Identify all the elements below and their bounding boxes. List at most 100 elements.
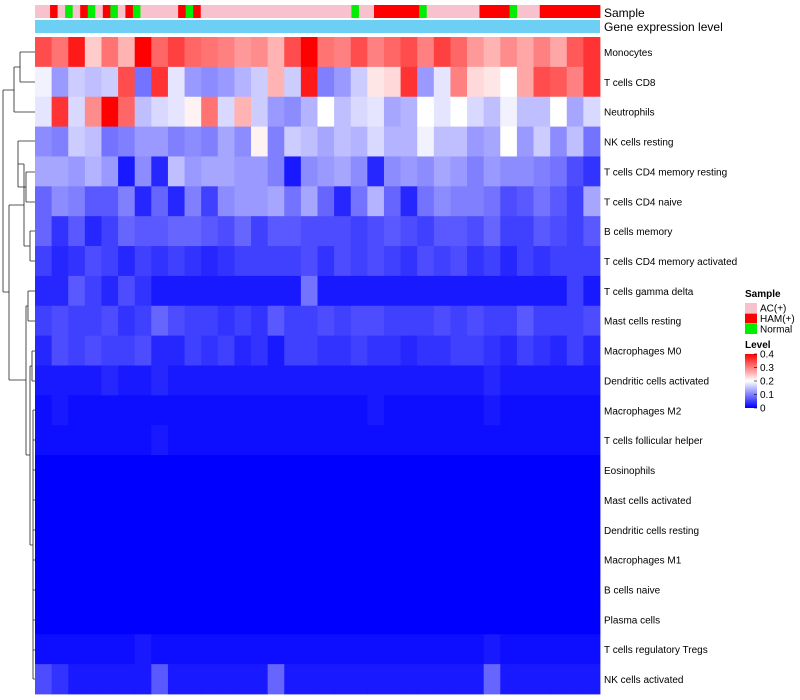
heatmap-cell [566,544,584,575]
sample-cell [72,5,81,18]
heatmap-cell [217,634,235,665]
heatmap-cell [35,574,53,605]
heatmap-cell [516,66,534,98]
row-label: Eosinophils [604,466,655,477]
heatmap-cell [251,186,269,217]
heatmap-cell [201,216,219,247]
heatmap-cell [234,425,252,456]
heatmap-cell [151,484,169,516]
heatmap-cell [284,186,302,217]
sample-cell [95,5,104,18]
heatmap-cell [566,96,584,127]
heatmap-cell [383,604,401,635]
sample-cell [577,5,586,18]
heatmap-cell [167,37,185,68]
heatmap-cell [533,455,551,486]
heatmap-cell [284,216,302,247]
heatmap-cell [334,395,352,426]
heatmap-cell [334,604,352,635]
heatmap-cell [367,484,385,516]
sample-cell [456,5,465,18]
heatmap-cell [51,66,69,98]
heatmap-cell [350,425,368,456]
heatmap-cell [400,604,418,635]
sample-cell [148,5,156,18]
heatmap-cell [284,484,302,516]
row-label: Mast cells activated [604,496,691,507]
heatmap-cell [334,544,352,575]
heatmap-cell [167,514,185,546]
heatmap-cell [500,126,518,157]
heatmap-cell [134,305,152,337]
row-label: B cells memory [604,227,672,238]
heatmap-cell [334,126,352,157]
heatmap-cell [383,514,401,546]
heatmap-cell [400,37,418,68]
heatmap-cell [217,395,235,426]
heatmap-cell [151,216,169,247]
heatmap-cell [84,634,102,665]
heatmap-cell [516,604,534,635]
sample-cell [441,5,450,18]
heatmap-cell [350,514,368,546]
heatmap-cell [433,66,451,98]
sample-cell [261,5,269,18]
heatmap-cell [251,574,269,605]
heatmap-cell [284,96,302,127]
sample-cell [35,5,43,18]
heatmap-cell [184,156,202,187]
heatmap-cell [68,455,86,486]
heatmap-cell [334,246,352,277]
heatmap-cell [516,335,534,366]
heatmap-cell [284,335,302,366]
heatmap-cell [51,37,69,68]
heatmap-cell [101,484,119,516]
heatmap-cell [367,275,385,307]
heatmap-cell [101,96,119,127]
heatmap-cell [350,275,368,307]
heatmap-cell [101,664,119,695]
heatmap-cell [51,514,69,546]
heatmap-cell [151,126,169,157]
heatmap-cell [566,126,584,157]
heatmap-cell [350,66,368,98]
row-label: Dendritic cells activated [604,376,709,387]
heatmap-cell [383,66,401,98]
row-label: Dendritic cells resting [604,526,699,537]
heatmap-cell [101,425,119,456]
heatmap-cell [583,126,601,157]
sample-cell [381,5,390,18]
heatmap-cell [84,514,102,546]
heatmap-cell [367,126,385,157]
heatmap-cell [350,305,368,337]
heatmap-cell [433,395,451,426]
heatmap-cell [566,634,584,665]
heatmap-cell [101,126,119,157]
heatmap-cell [533,275,551,307]
heatmap-cell [217,275,235,307]
heatmap-cell [450,365,468,396]
heatmap-cell [234,96,252,127]
heatmap-cell [134,634,152,665]
heatmap-cell [51,484,69,516]
heatmap-cell [201,186,219,217]
heatmap-cell [467,186,485,217]
heatmap-cell [467,574,485,605]
heatmap-cell [350,186,368,217]
heatmap-cell [417,514,435,546]
heatmap-cell [417,126,435,157]
heatmap-cell [317,66,335,98]
heatmap-cell [251,66,269,98]
heatmap-cell [483,305,501,337]
heatmap-cell [68,395,86,426]
heatmap-cell [234,395,252,426]
heatmap-cell [151,664,169,695]
heatmap-cell [334,335,352,366]
heatmap-cell [284,425,302,456]
heatmap-cell [566,186,584,217]
heatmap-cell [383,186,401,217]
heatmap-cell [334,305,352,337]
heatmap-cell [84,395,102,426]
heatmap-cell [151,544,169,575]
heatmap-cell [35,634,53,665]
